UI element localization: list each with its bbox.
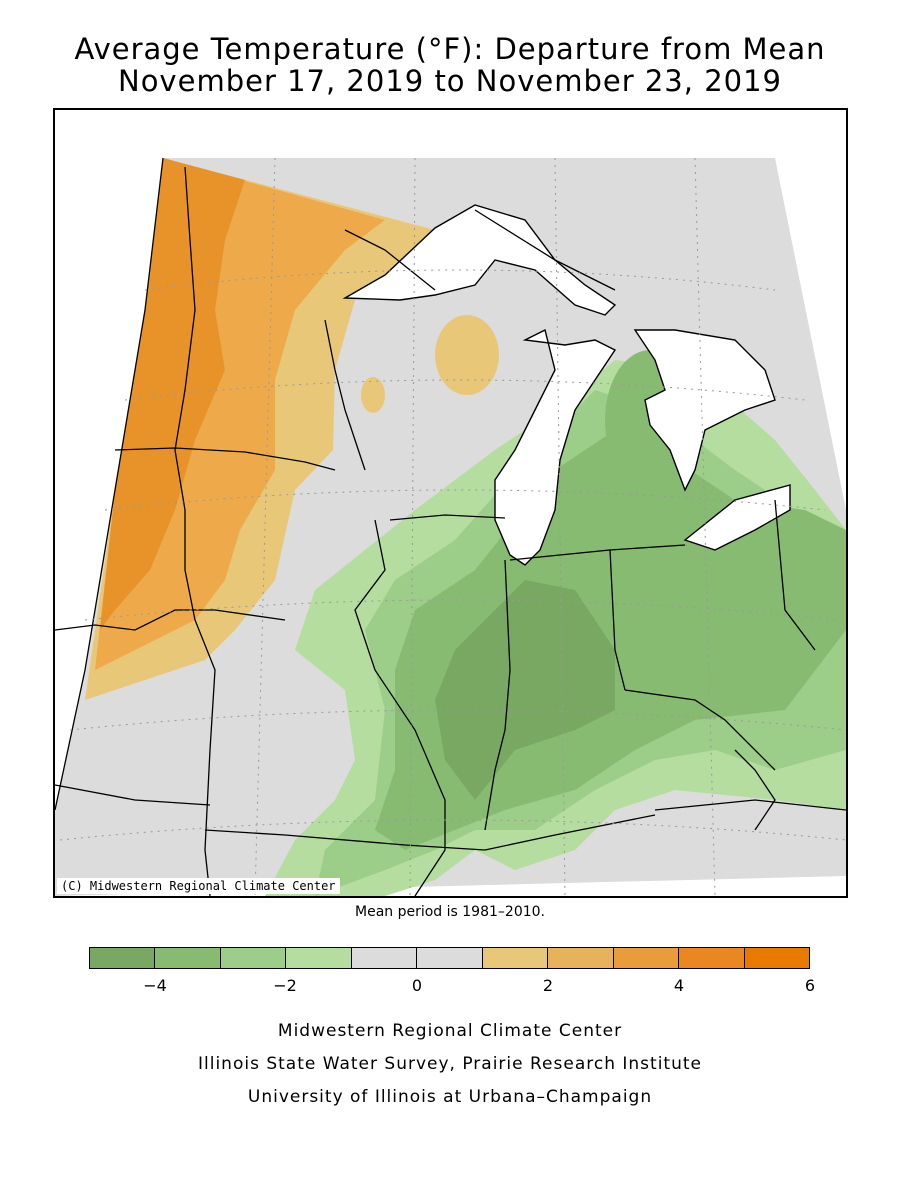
region-warm-strong [100,158,245,630]
legend-swatch [155,948,221,968]
map-title-line2: November 17, 2019 to November 23, 2019 [118,64,782,98]
legend-swatch [351,948,418,968]
map-copyright-label: (C) Midwestern Regional Climate Center [57,878,340,894]
legend-tick: −4 [143,976,167,995]
legend-swatch [482,948,549,968]
lake-superior [342,204,617,316]
mean-period-note: Mean period is 1981–2010. [355,904,545,920]
credit-survey: Illinois State Water Survey, Prairie Res… [198,1054,702,1074]
legend-tick: 2 [542,976,554,995]
state-borders [55,157,846,896]
map-title-line1: Average Temperature (°F): Departure from… [74,32,826,66]
credit-center: Midwestern Regional Climate Center [277,1021,623,1041]
legend-tick: 6 [804,976,816,995]
legend-swatch [220,948,287,968]
legend-tick: −2 [273,976,297,995]
region-warm-spot-wi-2 [361,377,385,413]
legend-swatch [744,948,809,968]
map-canvas [55,157,846,896]
color-legend [89,947,810,969]
legend-swatch [613,948,680,968]
region-cool-strong [435,580,615,800]
temperature-departure-map: (C) Midwestern Regional Climate Center [53,108,848,898]
legend-swatch [679,948,745,968]
legend-swatch [286,948,352,968]
legend-swatch [417,948,483,968]
legend-tick: 4 [673,976,685,995]
graticule [59,157,846,896]
legend-tick: 0 [411,976,423,995]
region-warm-spot-wi [435,315,499,395]
lake-huron [633,329,776,492]
legend-swatch [90,948,156,968]
legend-swatch [548,948,614,968]
lake-erie [683,484,791,551]
credit-university: University of Illinois at Urbana–Champai… [247,1087,653,1107]
